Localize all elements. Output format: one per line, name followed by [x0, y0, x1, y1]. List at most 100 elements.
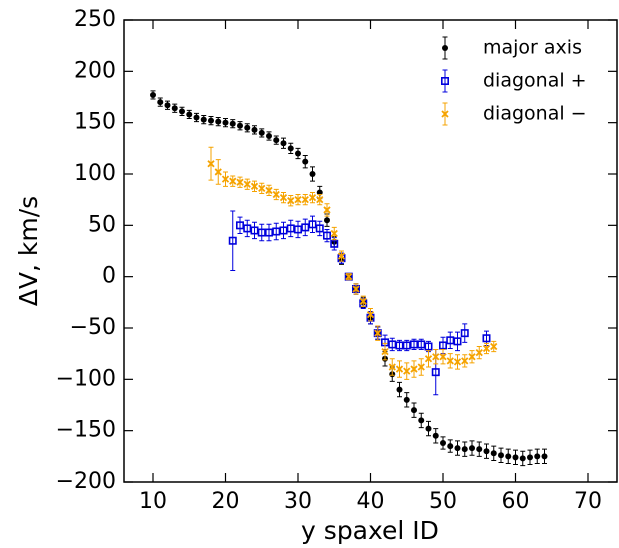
point: [468, 353, 476, 361]
point: [446, 336, 455, 345]
point: [265, 186, 273, 195]
point: [214, 168, 222, 176]
point: [237, 122, 243, 129]
point: [157, 99, 164, 106]
point: [438, 341, 447, 350]
point: [483, 448, 490, 455]
point: [302, 158, 309, 165]
point: [287, 197, 295, 205]
x-tick-label: 30: [284, 489, 312, 514]
point: [293, 225, 302, 234]
error-bar: [324, 228, 330, 243]
error-bar: [266, 223, 272, 242]
point: [266, 133, 272, 140]
point: [519, 455, 526, 462]
point: [410, 365, 418, 373]
point: [432, 353, 440, 361]
point: [323, 206, 331, 214]
y-tick-label: 150: [74, 110, 116, 135]
error-bar: [447, 331, 453, 350]
error-bar: [462, 323, 468, 343]
point: [453, 358, 462, 366]
legend-label: major axis: [483, 37, 582, 59]
point: [236, 221, 245, 230]
point: [324, 217, 330, 224]
legend-label: diagonal +: [483, 70, 587, 92]
point: [490, 450, 497, 457]
y-tick-label: −100: [56, 366, 116, 391]
error-bar: [455, 331, 460, 352]
y-axis-label: ΔV, km/s: [14, 196, 43, 306]
point: [505, 453, 512, 460]
point: [243, 180, 251, 188]
legend-marker: [440, 77, 449, 86]
point: [381, 347, 389, 356]
error-bar: [302, 218, 308, 237]
point: [460, 329, 469, 338]
point: [424, 342, 433, 351]
error-bar: [237, 216, 243, 235]
point: [403, 367, 411, 375]
error-bar: [252, 221, 257, 240]
x-tick-label: 70: [574, 489, 602, 514]
point: [403, 396, 410, 403]
point: [541, 453, 548, 460]
point: [200, 116, 207, 123]
point: [475, 349, 483, 357]
legend-error-bar: [442, 69, 448, 93]
point: [345, 273, 353, 281]
point: [534, 453, 541, 460]
point: [301, 196, 309, 204]
point: [469, 445, 475, 452]
point: [221, 175, 230, 183]
point: [258, 129, 265, 136]
point: [150, 91, 156, 98]
point: [432, 432, 439, 439]
point: [251, 126, 258, 133]
point: [279, 226, 288, 235]
point: [374, 329, 382, 337]
y-tick-label: −200: [56, 469, 116, 494]
point: [476, 446, 483, 453]
point: [330, 229, 338, 238]
point: [295, 150, 301, 157]
point: [447, 443, 454, 450]
point: [490, 342, 498, 351]
error-bar: [273, 222, 279, 241]
point: [315, 224, 324, 233]
point: [236, 178, 244, 186]
point: [482, 344, 491, 353]
y-tick-label: −150: [56, 418, 116, 443]
point: [229, 177, 237, 185]
point: [301, 223, 310, 232]
error-bar: [295, 220, 301, 239]
point: [409, 340, 418, 349]
point: [482, 334, 491, 343]
y-tick-label: 200: [74, 58, 116, 83]
point: [250, 182, 259, 190]
x-tick-label: 60: [502, 489, 530, 514]
point: [454, 445, 461, 452]
legend-label: diagonal −: [483, 103, 587, 125]
point: [179, 108, 185, 115]
error-bar: [317, 220, 323, 237]
point: [396, 386, 403, 393]
point: [229, 120, 236, 127]
point: [446, 357, 454, 365]
error-bar: [244, 219, 250, 238]
point: [337, 252, 346, 260]
point: [417, 340, 426, 349]
point: [424, 355, 433, 363]
x-tick-label: 50: [429, 489, 457, 514]
point: [258, 184, 266, 193]
point: [272, 227, 281, 236]
error-bar: [288, 219, 294, 238]
point: [388, 340, 397, 349]
point: [330, 239, 339, 248]
y-tick-label: 50: [88, 212, 116, 237]
legend-marker: [442, 45, 448, 51]
point: [461, 446, 468, 453]
point: [440, 439, 446, 446]
point: [425, 425, 432, 432]
